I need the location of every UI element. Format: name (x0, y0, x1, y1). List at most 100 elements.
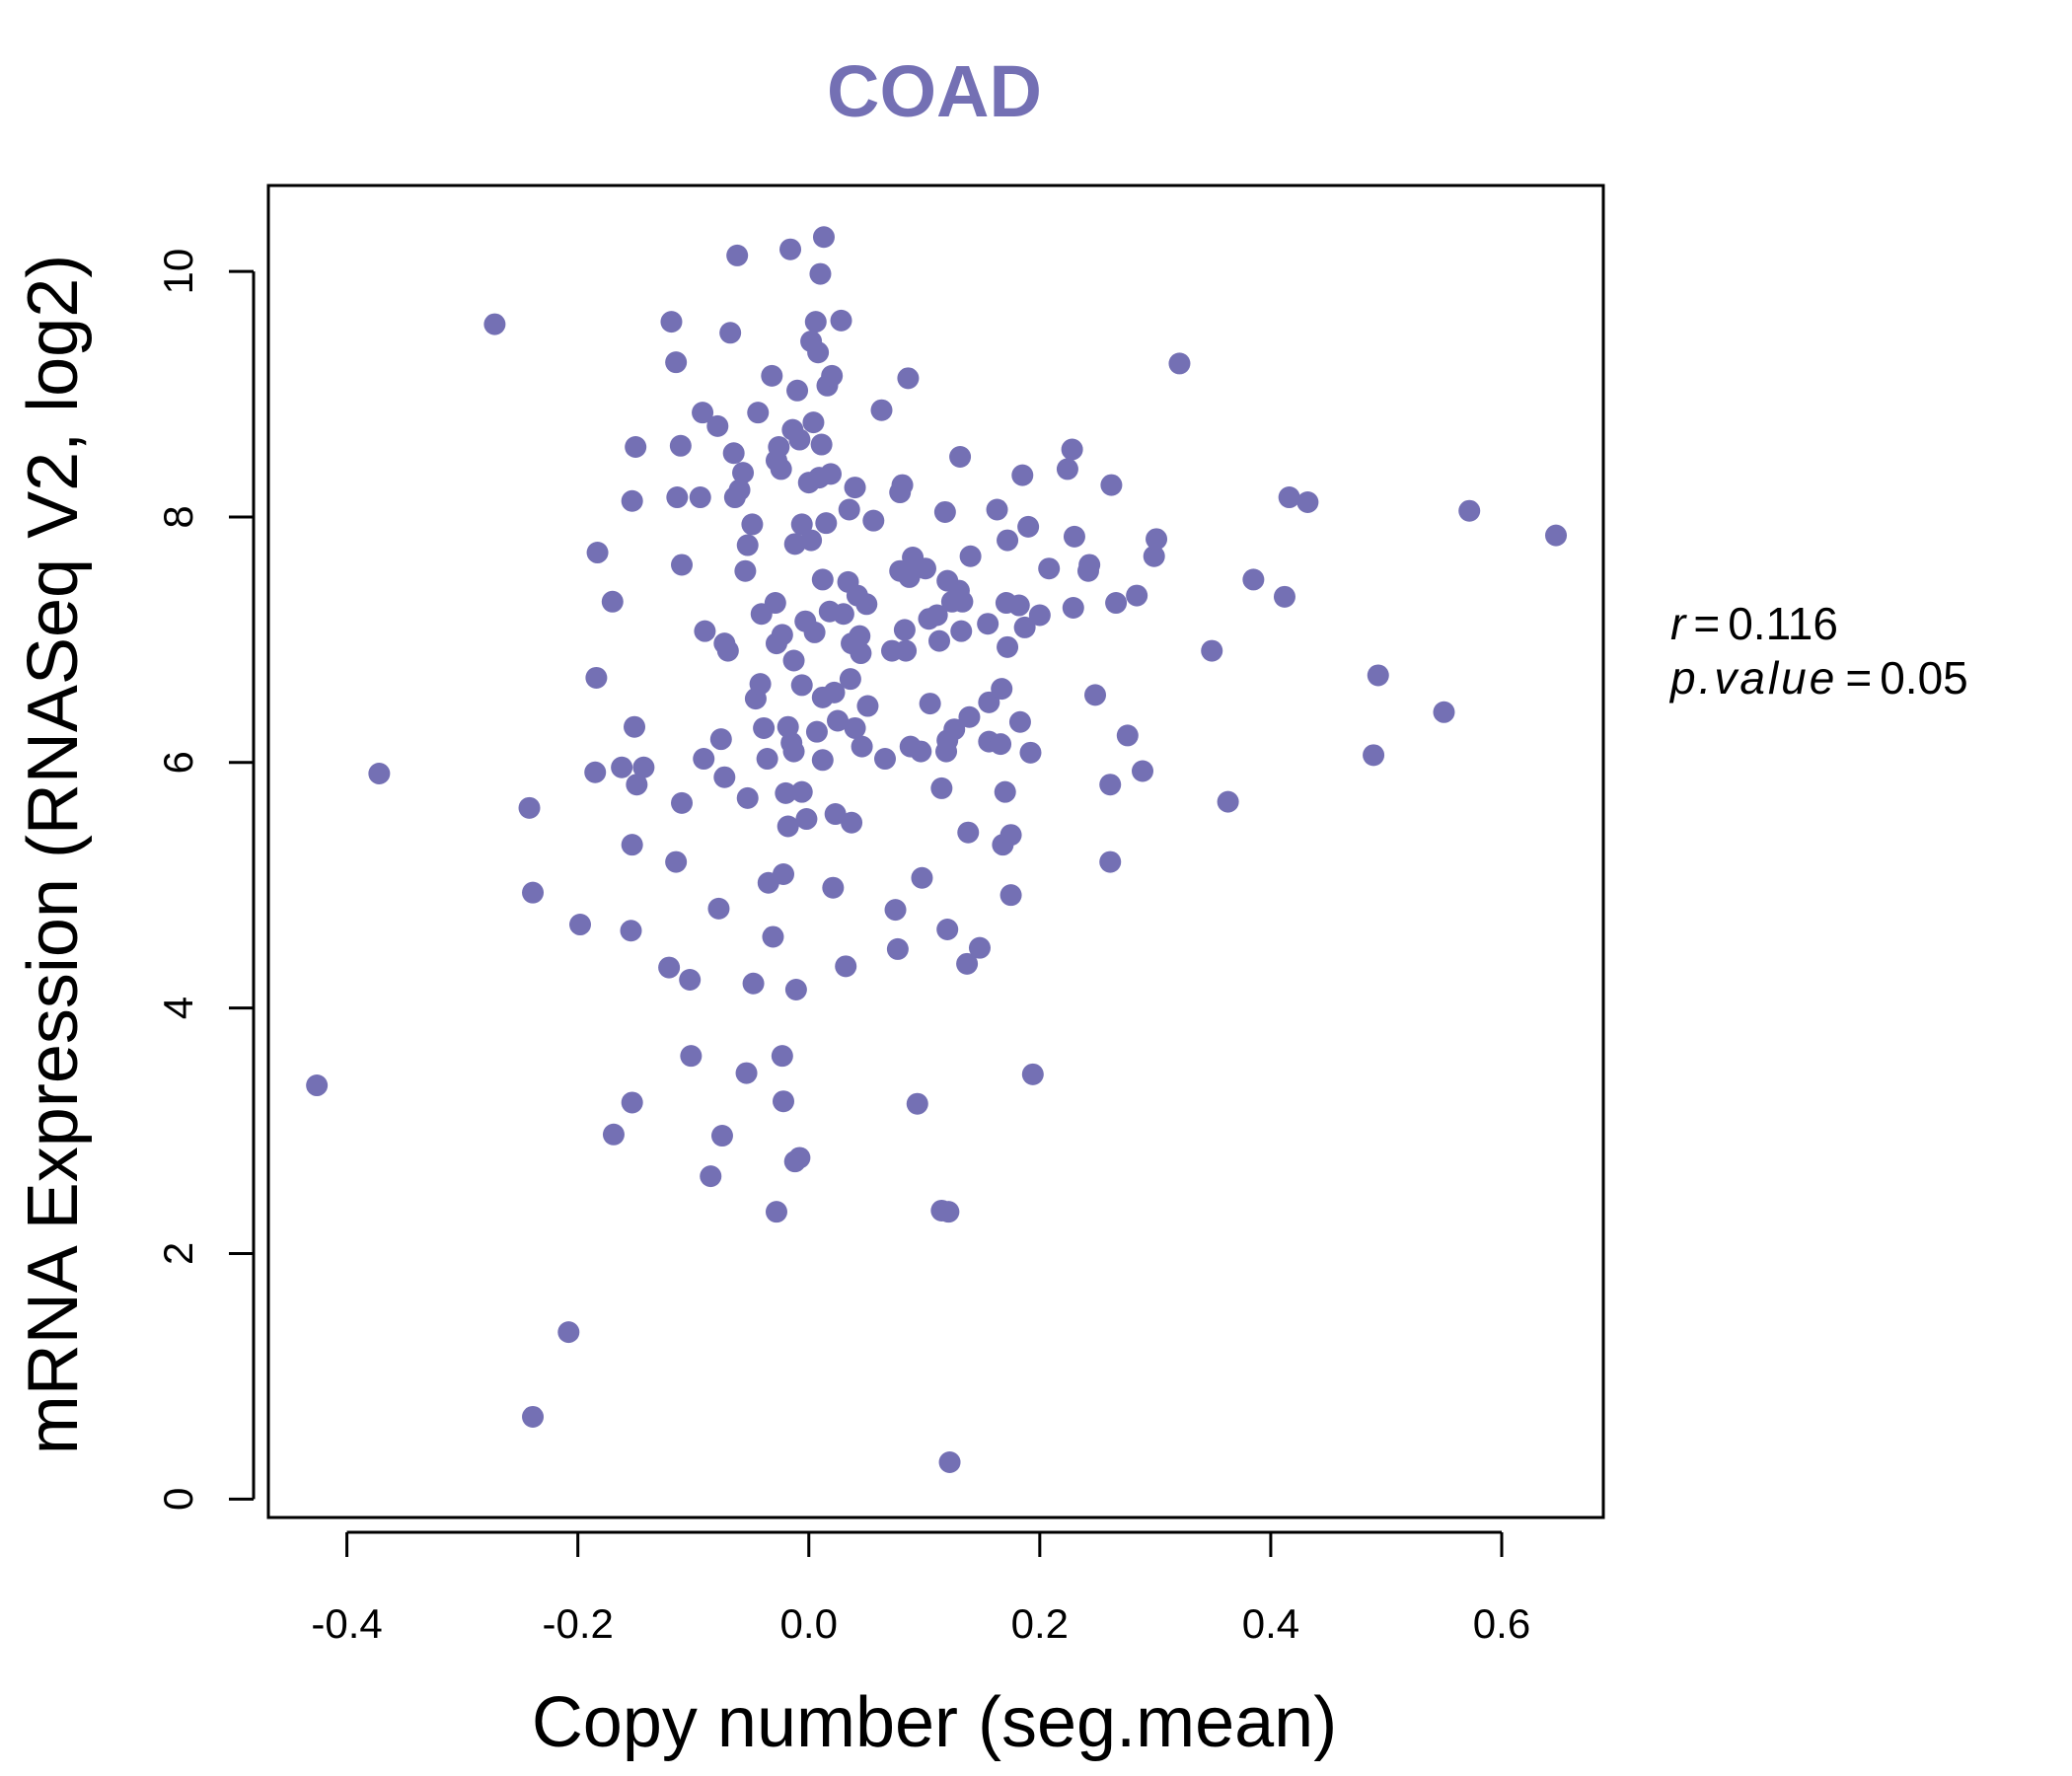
data-point (788, 428, 811, 451)
data-point (1126, 584, 1148, 607)
data-point (679, 969, 702, 992)
data-point (728, 479, 751, 501)
data-point (779, 238, 802, 260)
data-point (977, 613, 999, 635)
data-point (483, 313, 506, 335)
data-point (764, 592, 786, 615)
x-tick-label: 0.4 (1242, 1600, 1299, 1647)
data-point (959, 545, 982, 567)
data-point (856, 695, 879, 717)
data-point (584, 761, 607, 783)
data-point (1056, 458, 1078, 481)
data-point (906, 1092, 928, 1115)
data-point (898, 565, 921, 588)
data-point (1217, 790, 1239, 813)
data-point (1363, 744, 1385, 767)
data-point (782, 649, 805, 672)
data-point (850, 642, 872, 665)
data-point (624, 715, 646, 738)
data-point (1296, 491, 1319, 514)
r-label: r (1670, 598, 1687, 649)
plot-frame (266, 184, 1605, 1519)
x-tick-label: 0.2 (1011, 1600, 1069, 1647)
data-point (773, 863, 795, 886)
data-point (994, 780, 1016, 803)
data-point (862, 509, 885, 532)
data-point (790, 780, 813, 803)
data-point (968, 936, 991, 959)
data-point (956, 952, 979, 975)
data-point (832, 603, 854, 626)
data-point (710, 1125, 733, 1147)
data-point (844, 716, 866, 739)
chart-title: COAD (827, 50, 1042, 132)
data-point (844, 477, 866, 499)
data-point (957, 821, 980, 844)
data-point (1021, 1063, 1044, 1085)
data-point (990, 733, 1012, 756)
data-point (919, 693, 941, 715)
data-point (602, 1123, 625, 1146)
data-point (943, 718, 966, 741)
data-point (937, 1201, 960, 1223)
data-point (713, 766, 736, 788)
data-point (1132, 760, 1154, 782)
x-tick-label: 0.0 (780, 1600, 838, 1647)
data-point (809, 262, 832, 285)
data-point (997, 635, 1019, 658)
data-point (1008, 710, 1031, 733)
data-point (874, 748, 897, 771)
data-point (706, 414, 729, 437)
data-point (1099, 774, 1122, 796)
p-label: p.value (1668, 652, 1837, 703)
data-point (893, 619, 916, 641)
data-point (625, 436, 647, 459)
data-point (736, 786, 759, 809)
data-point (306, 1074, 329, 1097)
data-point (722, 442, 745, 465)
data-point (1019, 741, 1042, 764)
data-point (1062, 597, 1084, 620)
data-point (1017, 515, 1040, 538)
data-point (897, 367, 920, 390)
data-point (786, 379, 809, 402)
data-point (620, 920, 642, 942)
data-point (671, 554, 694, 576)
data-point (783, 533, 806, 555)
data-point (997, 529, 1019, 552)
svg-text:r=0.116: r = 0.116 (1670, 598, 1838, 649)
data-point (671, 791, 694, 814)
data-point (1367, 664, 1389, 687)
data-point (1105, 592, 1128, 615)
data-point (1063, 525, 1085, 548)
data-point (666, 486, 689, 509)
data-point (849, 625, 871, 647)
data-point (925, 604, 948, 627)
data-point (1078, 554, 1101, 576)
data-point (762, 925, 784, 948)
data-point (707, 897, 730, 920)
data-point (812, 226, 835, 249)
data-point (951, 590, 974, 613)
data-point (911, 866, 933, 889)
data-point (851, 735, 873, 758)
data-point (680, 1045, 703, 1068)
data-point (804, 311, 827, 333)
data-point (775, 781, 797, 804)
data-point (823, 681, 846, 703)
data-point (910, 740, 932, 763)
data-point (1028, 604, 1051, 627)
data-point (632, 756, 655, 778)
data-point (518, 796, 541, 819)
data-point (841, 811, 863, 834)
y-axis-label: mRNA Expression (RNASeq V2, log2) (14, 255, 93, 1454)
y-tick-label: 10 (155, 249, 201, 295)
data-point (771, 624, 793, 646)
r-equals: = (1693, 598, 1720, 649)
data-point (709, 728, 732, 751)
data-point (765, 1201, 787, 1223)
correlation-stats: r = 0.116 p.value = 0.05 (1668, 598, 1968, 703)
data-point (742, 972, 765, 995)
data-point (694, 620, 716, 642)
data-point (933, 500, 956, 523)
